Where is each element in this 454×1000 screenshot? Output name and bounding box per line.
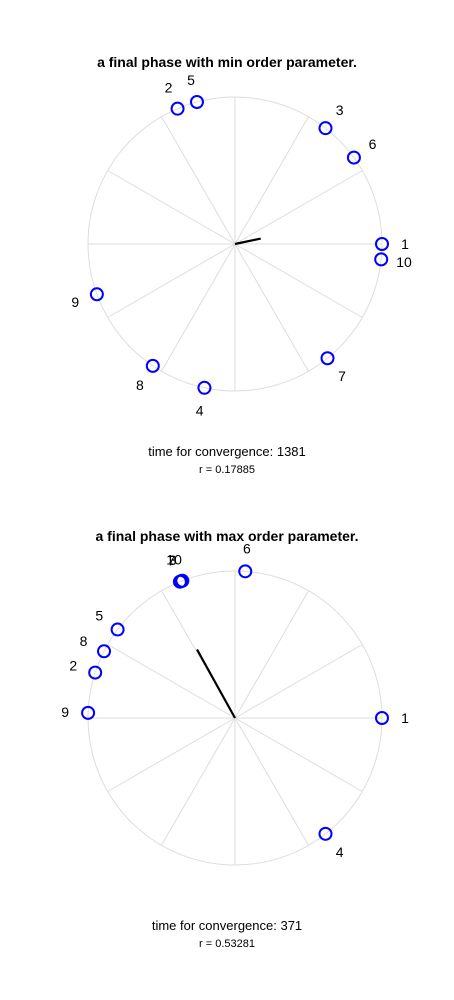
point-label: 7: [338, 368, 346, 384]
grid-spoke: [234, 170, 363, 245]
grid-spoke: [107, 717, 236, 792]
phase-point: [88, 665, 103, 680]
polar-plot: 1 10 6 3 52 9 8 4 7: [71, 72, 412, 418]
point-label: 9: [71, 294, 79, 310]
order-parameter-vector: [196, 648, 236, 719]
chart-title: a final phase with max order parameter.: [95, 528, 359, 544]
point-label: 10: [166, 551, 182, 567]
phase-point: [189, 95, 204, 110]
grid-spoke: [107, 644, 236, 719]
grid-spoke: [161, 116, 236, 245]
phase-point: [238, 564, 253, 579]
point-label: 1: [401, 710, 409, 726]
chart-title: a final phase with min order parameter.: [97, 54, 357, 70]
grid-spoke: [161, 243, 236, 372]
grid-spoke: [234, 717, 309, 846]
phase-point: [346, 150, 361, 165]
point-label: 10: [396, 254, 412, 270]
phase-point: [374, 252, 389, 267]
point-label: 9: [61, 704, 69, 720]
grid-spoke: [234, 243, 363, 318]
phase-point: [170, 101, 185, 116]
phase-point: [172, 574, 187, 589]
point-label: 2: [69, 657, 77, 673]
point-label: 2: [165, 80, 173, 96]
grid-spoke: [107, 243, 236, 318]
phase-point: [318, 121, 333, 136]
point-label: 5: [95, 608, 103, 624]
point-label: 6: [369, 136, 377, 152]
phase-point: [318, 826, 333, 841]
point-label: 8: [136, 377, 144, 393]
point-label: 8: [80, 633, 88, 649]
order-parameter-vector: [234, 237, 261, 246]
polar-chart-min: a final phase with min order parameter. …: [71, 54, 412, 476]
grid-spoke: [234, 644, 363, 719]
point-label: 6: [243, 540, 251, 556]
polar-chart-max: a final phase with max order parameter. …: [0, 474, 454, 974]
phase-point: [197, 380, 212, 395]
order-parameter-label: r = 0.53281: [199, 938, 255, 950]
point-label: 3: [169, 552, 177, 568]
phase-point: [145, 358, 160, 373]
phase-point: [375, 711, 389, 725]
grid-spoke: [234, 243, 309, 372]
phase-point: [375, 237, 389, 251]
point-label: 3: [336, 102, 344, 118]
convergence-time-label: time for convergence: 371: [151, 918, 303, 933]
point-label: 4: [336, 844, 344, 860]
phase-point: [320, 351, 335, 366]
point-label: 1: [401, 236, 409, 252]
phase-point: [110, 622, 125, 637]
grid-spoke: [107, 170, 236, 245]
phase-point: [81, 705, 96, 720]
phase-point: [97, 644, 112, 659]
order-parameter-label: r = 0.17885: [199, 464, 255, 476]
phase-point: [89, 287, 104, 302]
point-label: 7: [167, 552, 175, 568]
grid-spoke: [234, 717, 363, 792]
grid-spoke: [161, 717, 236, 846]
point-label: 5: [187, 72, 195, 88]
convergence-time-label: time for convergence: 1381: [148, 444, 306, 459]
grid-spoke: [234, 116, 309, 245]
grid-spoke: [234, 590, 309, 719]
point-label: 4: [196, 402, 204, 418]
